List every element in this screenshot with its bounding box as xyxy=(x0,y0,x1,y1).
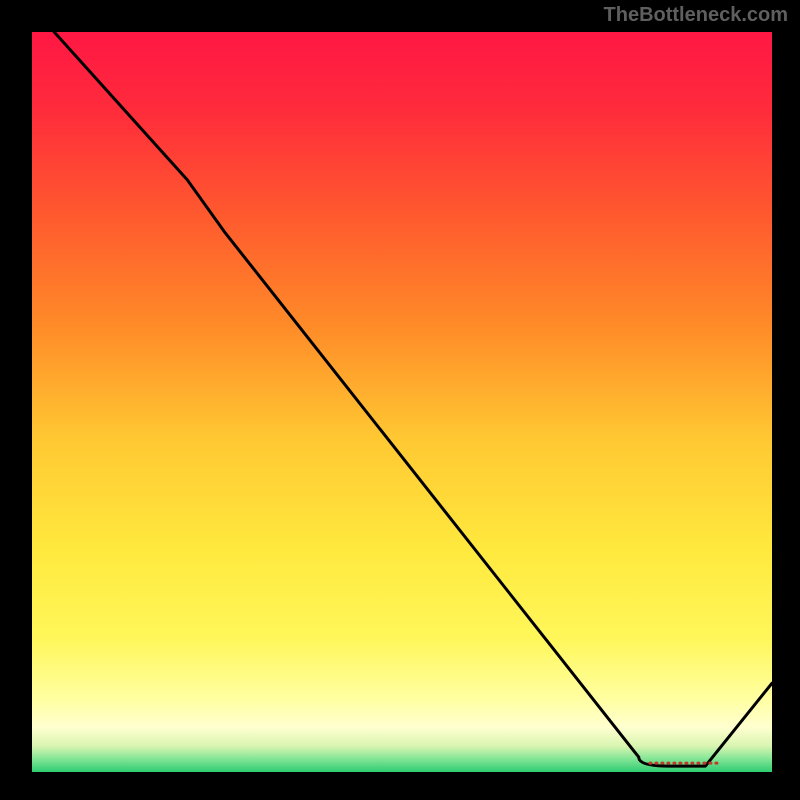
gradient-background xyxy=(32,32,772,772)
chart-container: TheBottleneck.com xyxy=(0,0,800,800)
attribution-text: TheBottleneck.com xyxy=(604,4,788,27)
plot-area xyxy=(32,32,772,772)
